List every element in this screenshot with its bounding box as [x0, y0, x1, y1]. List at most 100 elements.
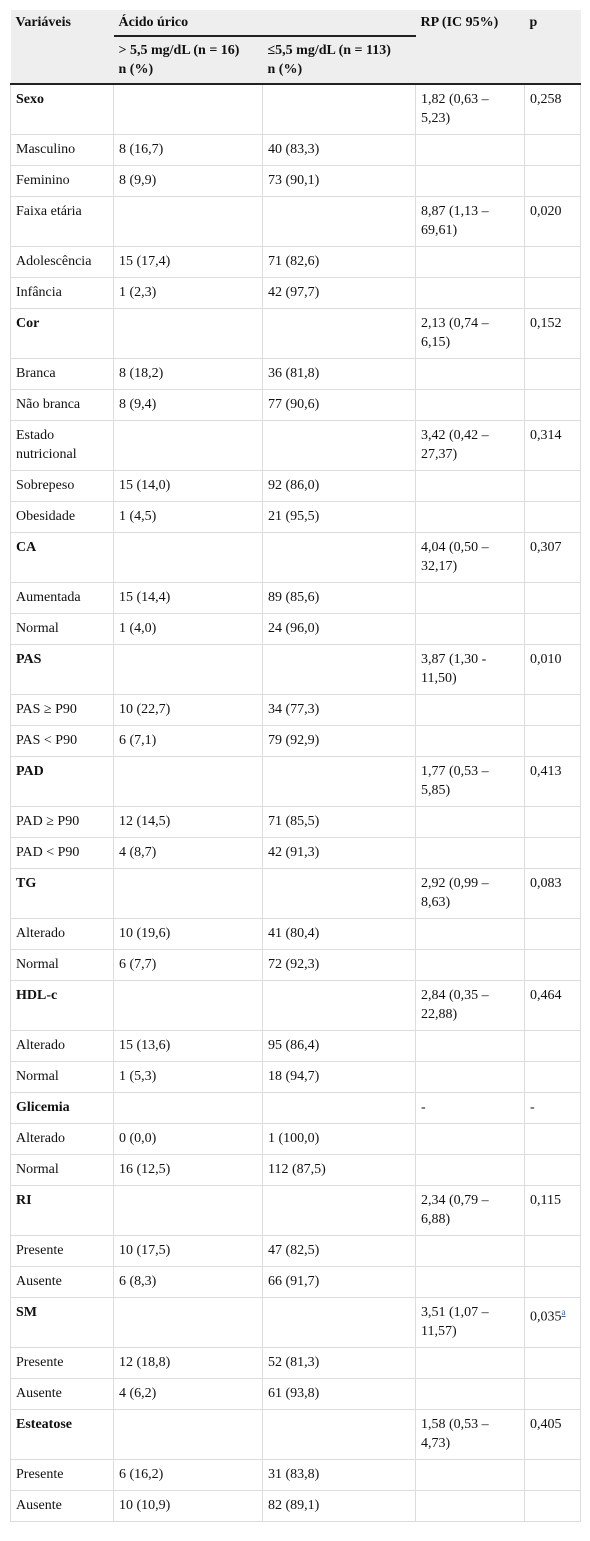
table-row: Aumentada 15 (14,4) 89 (85,6)	[10, 582, 582, 614]
table-cell	[415, 358, 526, 390]
table-cell: 24 (96,0)	[261, 613, 417, 645]
header-text: ≤5,5 mg/dL (n = 113)	[267, 43, 391, 58]
table-cell: Masculino	[10, 134, 114, 166]
table-cell: Estado nutricional	[10, 420, 114, 471]
table-cell	[415, 1347, 526, 1379]
table-cell	[524, 1378, 582, 1410]
table-row: Ausente 10 (10,9) 82 (89,1)	[10, 1490, 582, 1522]
table-row: Feminino 8 (9,9) 73 (90,1)	[10, 165, 582, 197]
table-cell: 52 (81,3)	[261, 1347, 417, 1379]
table-cell	[524, 725, 582, 757]
table-cell: 2,92 (0,99 – 8,63)	[415, 868, 526, 919]
table-cell	[261, 420, 417, 471]
table-cell	[113, 532, 263, 583]
table-cell	[524, 358, 582, 390]
table-cell	[524, 1030, 582, 1062]
table-cell: 6 (7,7)	[113, 949, 263, 981]
table-cell: 6 (16,2)	[113, 1459, 263, 1491]
table-cell	[415, 165, 526, 197]
table-cell	[261, 532, 417, 583]
table-cell: 6 (7,1)	[113, 725, 263, 757]
data-table: Variáveis Ácido úrico RP (IC 95%) p > 5,…	[10, 10, 582, 1522]
table-cell: 18 (94,7)	[261, 1061, 417, 1093]
table-cell: 15 (13,6)	[113, 1030, 263, 1062]
table-cell: 82 (89,1)	[261, 1490, 417, 1522]
table-cell	[524, 134, 582, 166]
table-row: PAS 3,87 (1,30 - 11,50) 0,010	[10, 644, 582, 695]
table-cell	[113, 83, 263, 135]
table-row: Presente 10 (17,5) 47 (82,5)	[10, 1235, 582, 1267]
table-cell: 61 (93,8)	[261, 1378, 417, 1410]
table-cell: 0,258	[524, 83, 582, 135]
header-cell: > 5,5 mg/dL (n = 16) n (%)	[113, 36, 263, 85]
table-cell	[524, 501, 582, 533]
table-row: PAD ≥ P90 12 (14,5) 71 (85,5)	[10, 806, 582, 838]
table-cell	[524, 1347, 582, 1379]
table-row: TG 2,92 (0,99 – 8,63) 0,083	[10, 868, 582, 919]
table-cell: 0,307	[524, 532, 582, 583]
table-cell: 10 (22,7)	[113, 694, 263, 726]
table-cell: HDL-c	[10, 980, 114, 1031]
table-cell: 42 (97,7)	[261, 277, 417, 309]
table-cell	[261, 756, 417, 807]
table-cell: 12 (14,5)	[113, 806, 263, 838]
table-cell: 0,083	[524, 868, 582, 919]
table-cell: PAD ≥ P90	[10, 806, 114, 838]
table-cell: 8 (9,9)	[113, 165, 263, 197]
table-row: PAS < P90 6 (7,1) 79 (92,9)	[10, 725, 582, 757]
table-row: Glicemia - -	[10, 1092, 582, 1124]
table-cell: 16 (12,5)	[113, 1154, 263, 1186]
footnote-link[interactable]: a	[561, 1307, 566, 1317]
table-row: Presente 6 (16,2) 31 (83,8)	[10, 1459, 582, 1491]
table-header: Variáveis Ácido úrico RP (IC 95%) p > 5,…	[10, 10, 581, 85]
table-cell: RI	[10, 1185, 114, 1236]
table-cell: 95 (86,4)	[261, 1030, 417, 1062]
table-cell	[415, 1123, 526, 1155]
table-cell: 34 (77,3)	[261, 694, 417, 726]
table-cell: Normal	[10, 949, 114, 981]
table-cell	[524, 918, 582, 950]
table-cell: Cor	[10, 308, 114, 359]
table-cell	[113, 196, 263, 247]
table-cell	[113, 980, 263, 1031]
table-cell	[415, 806, 526, 838]
table-cell	[415, 1459, 526, 1491]
table-cell	[415, 389, 526, 421]
table-row: Faixa etária 8,87 (1,13 – 69,61) 0,020	[10, 196, 582, 247]
table-cell: 112 (87,5)	[261, 1154, 417, 1186]
table-row: Alterado 15 (13,6) 95 (86,4)	[10, 1030, 582, 1062]
header-cell: Ácido úrico	[113, 10, 416, 37]
table-cell: Presente	[10, 1459, 114, 1491]
table-cell: Faixa etária	[10, 196, 114, 247]
table-cell: Ausente	[10, 1266, 114, 1298]
table-row: Adolescência 15 (17,4) 71 (82,6)	[10, 246, 582, 278]
table-row: RI 2,34 (0,79 – 6,88) 0,115	[10, 1185, 582, 1236]
table-row: Normal 16 (12,5) 112 (87,5)	[10, 1154, 582, 1186]
table-row: PAD < P90 4 (8,7) 42 (91,3)	[10, 837, 582, 869]
table-row: Normal 6 (7,7) 72 (92,3)	[10, 949, 582, 981]
table-cell: 1,58 (0,53 – 4,73)	[415, 1409, 526, 1460]
table-cell: Não branca	[10, 389, 114, 421]
table-cell	[415, 1061, 526, 1093]
table-cell: Normal	[10, 613, 114, 645]
table-cell: 1 (4,0)	[113, 613, 263, 645]
table-cell	[524, 1123, 582, 1155]
table-row: Ausente 4 (6,2) 61 (93,8)	[10, 1378, 582, 1410]
table-cell	[415, 1378, 526, 1410]
table-cell	[415, 246, 526, 278]
table-cell	[524, 1490, 582, 1522]
table-cell	[415, 582, 526, 614]
table-cell	[261, 1185, 417, 1236]
table-cell: 12 (18,8)	[113, 1347, 263, 1379]
table-cell: PAD < P90	[10, 837, 114, 869]
header-row: Variáveis Ácido úrico RP (IC 95%) p	[10, 10, 581, 85]
table-cell: Esteatose	[10, 1409, 114, 1460]
table-cell: 31 (83,8)	[261, 1459, 417, 1491]
table-cell: 4,04 (0,50 – 32,17)	[415, 532, 526, 583]
table-cell: 3,51 (1,07 – 11,57)	[415, 1297, 526, 1348]
table-row: Branca 8 (18,2) 36 (81,8)	[10, 358, 582, 390]
table-cell: Feminino	[10, 165, 114, 197]
table-cell: 0,010	[524, 644, 582, 695]
header-cell: p	[524, 10, 581, 85]
table-cell: 8 (16,7)	[113, 134, 263, 166]
